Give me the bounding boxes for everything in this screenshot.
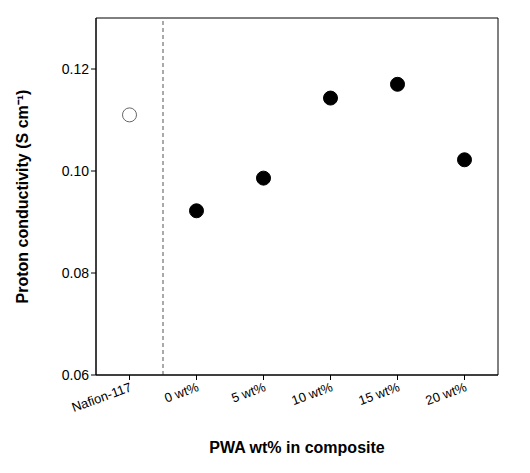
- svg-text:PWA wt% in composite: PWA wt% in composite: [209, 439, 385, 456]
- svg-text:15 wt%: 15 wt%: [356, 379, 402, 408]
- svg-text:0.12: 0.12: [62, 61, 89, 77]
- svg-text:0.08: 0.08: [62, 265, 89, 281]
- svg-text:5 wt%: 5 wt%: [229, 379, 268, 405]
- svg-text:Nafion-117: Nafion-117: [70, 379, 134, 415]
- svg-text:10 wt%: 10 wt%: [289, 379, 335, 408]
- svg-text:0.06: 0.06: [62, 367, 89, 383]
- svg-text:20 wt%: 20 wt%: [423, 379, 469, 408]
- svg-text:0 wt%: 0 wt%: [162, 379, 201, 405]
- svg-text:Proton conductivity (S cm⁻¹): Proton conductivity (S cm⁻¹): [14, 90, 31, 304]
- svg-text:0.10: 0.10: [62, 163, 89, 179]
